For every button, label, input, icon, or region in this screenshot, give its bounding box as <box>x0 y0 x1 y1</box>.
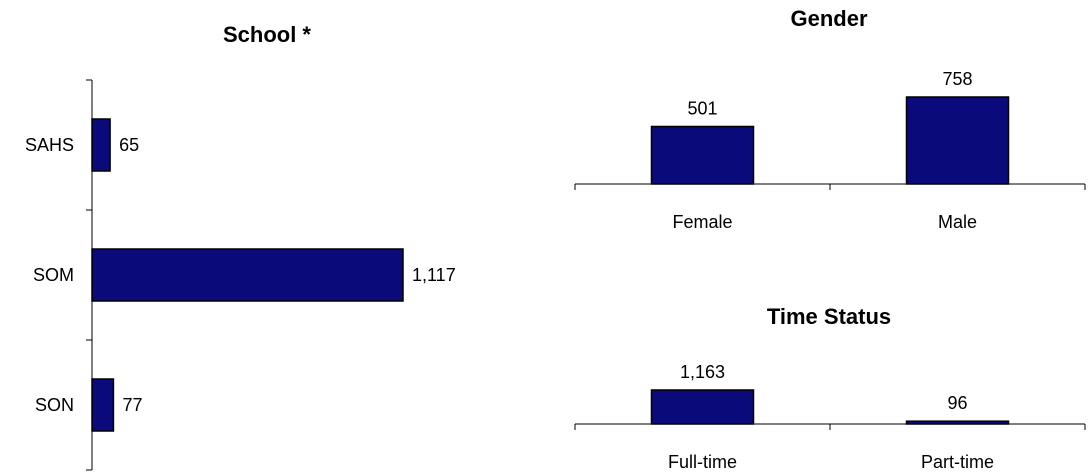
school-chart-title: School * <box>223 22 311 47</box>
school-chart: School * SAHS 65 SOM 1,117 SON 77 <box>25 22 456 471</box>
time-status-value-label: 96 <box>947 393 967 413</box>
gender-value-label: 758 <box>942 69 972 89</box>
time-status-chart: Time Status 1,163 Full-time 96 Part-time <box>574 304 1086 472</box>
gender-chart: Gender 501 Female 758 Male <box>574 6 1086 232</box>
time-status-bar-full-time <box>650 389 755 425</box>
gender-value-label: 501 <box>687 98 717 118</box>
gender-category-label: Female <box>672 212 732 232</box>
school-value-label: 77 <box>122 395 142 415</box>
school-value-label: 65 <box>119 135 139 155</box>
school-value-label: 1,117 <box>412 265 456 285</box>
time-status-category-label: Part-time <box>921 452 994 472</box>
time-status-bar-part-time <box>905 420 1010 425</box>
gender-category-label: Male <box>938 212 977 232</box>
gender-bar-female <box>650 125 755 185</box>
time-status-chart-title: Time Status <box>767 304 891 329</box>
gender-bar-male <box>905 96 1010 185</box>
school-bar-sahs <box>91 118 111 172</box>
school-category-label: SAHS <box>25 135 74 155</box>
school-category-label: SOM <box>33 265 74 285</box>
gender-chart-title: Gender <box>790 6 867 31</box>
school-bar-son <box>91 378 115 432</box>
time-status-category-label: Full-time <box>668 452 737 472</box>
time-status-value-label: 1,163 <box>680 362 725 382</box>
school-bar-som <box>91 248 404 302</box>
school-category-label: SON <box>35 395 74 415</box>
